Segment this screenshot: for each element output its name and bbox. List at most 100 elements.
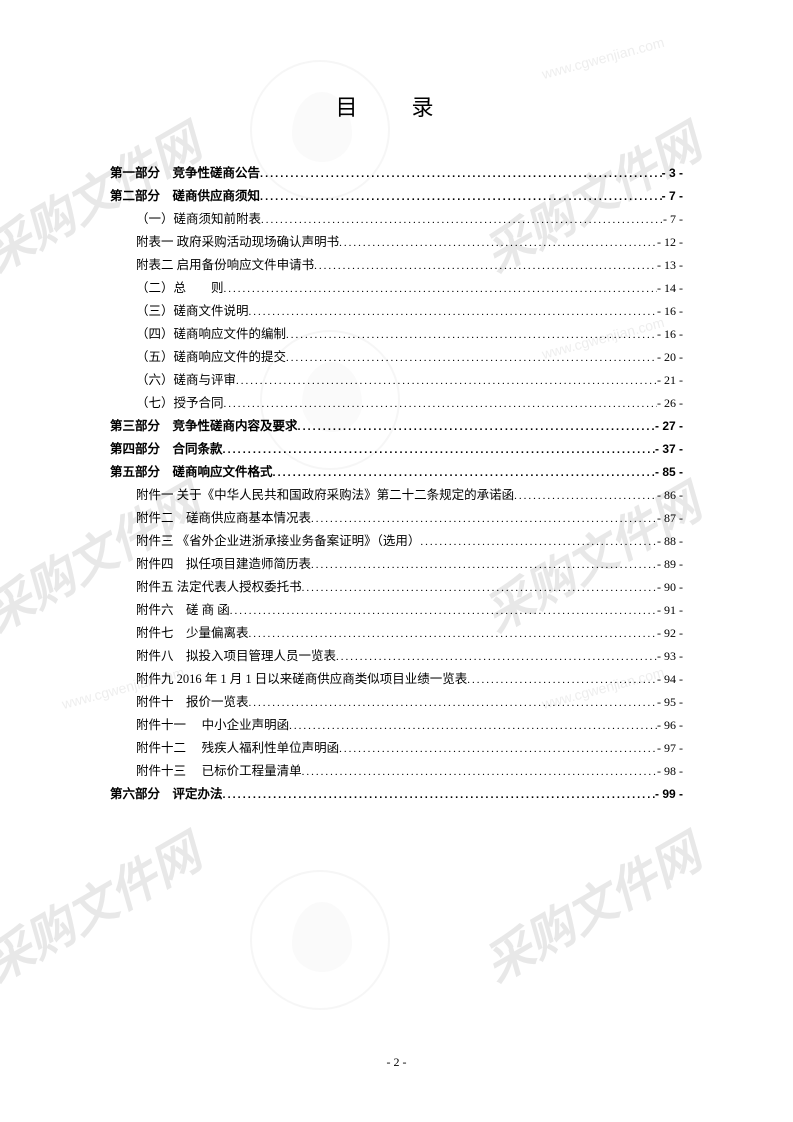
toc-entry: （三）磋商文件说明 - 16 - [110, 300, 683, 323]
toc-label: 附件八 拟投入项目管理人员一览表 [136, 645, 336, 667]
toc-label: 附件一 关于《中华人民共和国政府采购法》第二十二条规定的承诺函 [136, 484, 514, 506]
toc-label: （六）磋商与评审 [136, 369, 236, 391]
toc-page: - 16 - [657, 323, 683, 345]
toc-leader-dots [311, 554, 657, 576]
toc-leader-dots [223, 784, 655, 806]
toc-label: 第二部分 磋商供应商须知 [110, 185, 260, 207]
toc-page: - 7 - [663, 208, 683, 230]
toc-label: 附件十二 残疾人福利性单位声明函 [136, 737, 339, 759]
toc-page: - 14 - [657, 277, 683, 299]
toc-page: - 13 - [657, 254, 683, 276]
page-title: 目 录 [110, 90, 683, 122]
toc-leader-dots [339, 232, 657, 254]
toc-entry: 附件十一 中小企业声明函 - 96 - [110, 714, 683, 737]
toc-page: - 93 - [657, 645, 683, 667]
toc-leader-dots [223, 439, 655, 461]
toc-leader-dots [249, 623, 657, 645]
toc-label: （五）磋商响应文件的提交 [136, 346, 286, 368]
toc-leader-dots [286, 347, 657, 369]
toc-entry: 第六部分 评定办法 - 99 - [110, 783, 683, 806]
toc-leader-dots [286, 324, 657, 346]
toc-label: 附件十三 已标价工程量清单 [136, 760, 302, 782]
toc-leader-dots [289, 715, 657, 737]
toc-entry: 附表一 政府采购活动现场确认声明书 - 12 - [110, 231, 683, 254]
toc-entry: 第三部分 竞争性磋商内容及要求- 27 - [110, 415, 683, 438]
toc-leader-dots [314, 255, 657, 277]
toc-leader-dots [224, 393, 657, 415]
toc-label: （七）授予合同 [136, 392, 224, 414]
toc-label: 第三部分 竞争性磋商内容及要求 [110, 415, 298, 437]
toc-label: （二）总 则 [136, 277, 224, 299]
toc-leader-dots [260, 186, 662, 208]
toc-leader-dots [420, 531, 657, 553]
toc-label: 附件十 报价一览表 [136, 691, 249, 713]
toc-page: - 37 - [655, 438, 683, 460]
toc-label: 附件七 少量偏离表 [136, 622, 249, 644]
toc-entry: （七）授予合同 - 26 - [110, 392, 683, 415]
toc-leader-dots [230, 600, 657, 622]
toc-label: 附表一 政府采购活动现场确认声明书 [136, 231, 339, 253]
toc-label: 第六部分 评定办法 [110, 783, 223, 805]
page-content: 目 录 第一部分 竞争性磋商公告- 3 -第二部分 磋商供应商须知- 7 -（一… [0, 0, 793, 806]
toc-page: - 86 - [657, 484, 683, 506]
toc-label: 附件六 磋 商 函 [136, 599, 230, 621]
toc-entry: 第四部分 合同条款- 37 - [110, 438, 683, 461]
toc-page: - 26 - [657, 392, 683, 414]
toc-entry: 附件六 磋 商 函- 91 - [110, 599, 683, 622]
watermark-text: 采购文件网 [0, 815, 211, 996]
toc-leader-dots [467, 669, 657, 691]
watermark-logo [250, 870, 390, 1010]
toc-page: - 94 - [657, 668, 683, 690]
toc-entry: （四）磋商响应文件的编制 - 16 - [110, 323, 683, 346]
toc-leader-dots [273, 462, 655, 484]
toc-entry: 第五部分 磋商响应文件格式 - 85 - [110, 461, 683, 484]
table-of-contents: 第一部分 竞争性磋商公告- 3 -第二部分 磋商供应商须知- 7 -（一）磋商须… [110, 162, 683, 806]
toc-entry: 附件七 少量偏离表- 92 - [110, 622, 683, 645]
toc-label: 附件二 磋商供应商基本情况表 [136, 507, 311, 529]
toc-leader-dots [249, 301, 657, 323]
toc-leader-dots [260, 163, 662, 185]
toc-leader-dots [302, 761, 657, 783]
toc-label: （三）磋商文件说明 [136, 300, 249, 322]
toc-page: - 20 - [657, 346, 683, 368]
toc-leader-dots [302, 577, 657, 599]
toc-entry: 附件九 2016 年 1 月 1 日以来磋商供应商类似项目业绩一览表- 94 - [110, 668, 683, 691]
toc-page: - 12 - [657, 231, 683, 253]
toc-page: - 96 - [657, 714, 683, 736]
toc-entry: 附件二 磋商供应商基本情况表 - 87 - [110, 507, 683, 530]
toc-entry: 附表二 启用备份响应文件申请书 - 13 - [110, 254, 683, 277]
toc-leader-dots [224, 278, 657, 300]
toc-label: 附件四 拟任项目建造师简历表 [136, 553, 311, 575]
toc-leader-dots [261, 209, 663, 231]
toc-entry: （二）总 则 - 14 - [110, 277, 683, 300]
toc-page: - 85 - [655, 461, 683, 483]
toc-page: - 16 - [657, 300, 683, 322]
toc-leader-dots [336, 646, 657, 668]
toc-label: 第一部分 竞争性磋商公告 [110, 162, 260, 184]
toc-label: （四）磋商响应文件的编制 [136, 323, 286, 345]
toc-page: - 21 - [657, 369, 683, 391]
toc-label: 附表二 启用备份响应文件申请书 [136, 254, 314, 276]
toc-label: （一）磋商须知前附表 [136, 208, 261, 230]
toc-page: - 95 - [657, 691, 683, 713]
toc-leader-dots [339, 738, 657, 760]
toc-page: - 3 - [662, 162, 683, 184]
toc-entry: （六）磋商与评审 - 21 - [110, 369, 683, 392]
toc-label: 第五部分 磋商响应文件格式 [110, 461, 273, 483]
toc-entry: 第一部分 竞争性磋商公告 - 3 - [110, 162, 683, 185]
toc-label: 附件五 法定代表人授权委托书 [136, 576, 302, 598]
toc-entry: （五）磋商响应文件的提交 - 20 - [110, 346, 683, 369]
toc-page: - 99 - [655, 783, 683, 805]
toc-entry: 第二部分 磋商供应商须知- 7 - [110, 185, 683, 208]
toc-entry: 附件十二 残疾人福利性单位声明函 - 97 - [110, 737, 683, 760]
page-number: - 2 - [0, 1055, 793, 1070]
toc-page: - 89 - [657, 553, 683, 575]
toc-page: - 90 - [657, 576, 683, 598]
toc-leader-dots [249, 692, 657, 714]
toc-entry: 附件四 拟任项目建造师简历表 - 89 - [110, 553, 683, 576]
toc-page: - 87 - [657, 507, 683, 529]
toc-page: - 98 - [657, 760, 683, 782]
toc-entry: 附件十 报价一览表 - 95 - [110, 691, 683, 714]
toc-label: 附件十一 中小企业声明函 [136, 714, 289, 736]
toc-page: - 97 - [657, 737, 683, 759]
